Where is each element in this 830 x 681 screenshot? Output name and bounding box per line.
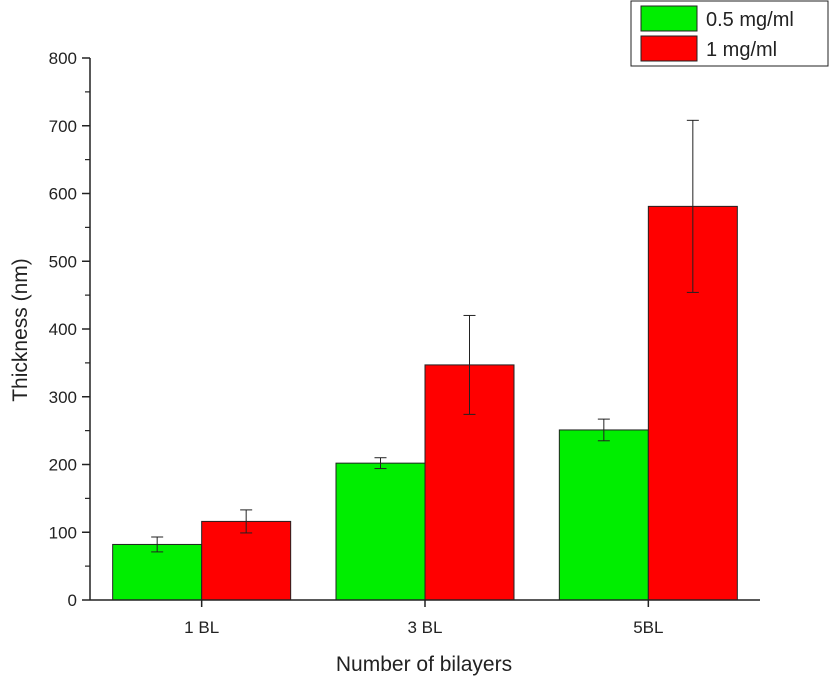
y-tick-label-600: 600 — [49, 185, 77, 204]
legend-label-0-5-mg-ml: 0.5 mg/ml — [706, 9, 794, 31]
x-axis-title: Number of bilayers — [336, 653, 512, 676]
legend: 0.5 mg/ml 1 mg/ml — [630, 0, 829, 67]
legend-swatch-1-mg-ml — [640, 35, 698, 62]
y-tick-label-400: 400 — [49, 320, 77, 339]
ticks-layer: 1 BL 3 BL 5BL 0 100 200 300 400 500 600 700 800 — [49, 49, 664, 637]
error-bar-1-mg-ml-5bl — [686, 119, 699, 293]
error-bar-1-mg-ml-1-bl — [240, 509, 253, 534]
x-tick-label-3-bl: 3 BL — [408, 618, 443, 637]
y-tick-label-700: 700 — [49, 117, 77, 136]
error-bars-layer — [151, 119, 699, 553]
y-axis-title: Thickness (nm) — [9, 258, 32, 402]
bar-0-5-mg-ml-5bl — [558, 429, 649, 601]
y-tick-label-500: 500 — [49, 252, 77, 271]
y-tick-label-100: 100 — [49, 523, 77, 542]
error-bar-0-5-mg-ml-3-bl — [374, 457, 387, 470]
x-tick-label-5bl: 5BL — [633, 618, 663, 637]
bar-0-5-mg-ml-3-bl — [335, 462, 426, 601]
bar-1-mg-ml-1-bl — [201, 520, 292, 601]
y-tick-label-200: 200 — [49, 456, 77, 475]
error-bar-0-5-mg-ml-5bl — [597, 418, 610, 442]
y-tick-label-0: 0 — [68, 591, 77, 610]
x-tick-label-1-bl: 1 BL — [184, 618, 219, 637]
bars-layer — [112, 205, 738, 601]
error-bar-1-mg-ml-3-bl — [463, 314, 476, 415]
y-tick-label-800: 800 — [49, 49, 77, 68]
legend-label-1-mg-ml: 1 mg/ml — [706, 39, 777, 61]
legend-swatch-0-5-mg-ml — [640, 5, 698, 32]
error-bar-0-5-mg-ml-1-bl — [151, 536, 164, 553]
y-tick-label-300: 300 — [49, 388, 77, 407]
bar-0-5-mg-ml-1-bl — [112, 543, 203, 601]
